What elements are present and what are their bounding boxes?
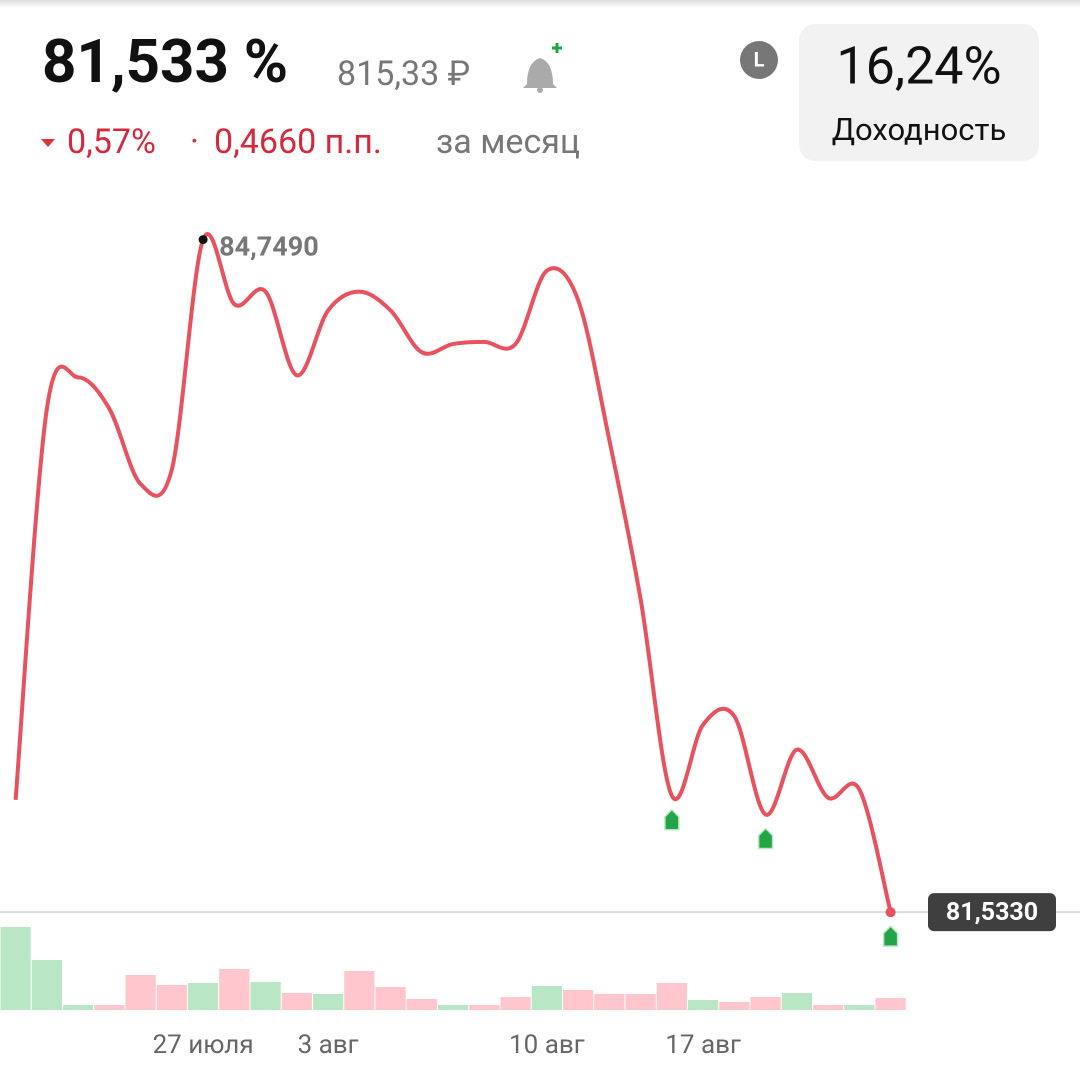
period: за месяц — [436, 122, 580, 162]
last-point — [885, 907, 896, 918]
last-value-label: 81,5330 — [946, 898, 1038, 927]
volume-bar — [62, 1005, 94, 1010]
volume-bar — [219, 969, 250, 1010]
volume-bar — [437, 1005, 469, 1010]
max-point — [198, 235, 208, 245]
price-rub: 815,33 ₽ — [337, 54, 470, 94]
badge: L — [754, 47, 765, 71]
volume-bar — [375, 987, 406, 1010]
volume-bar — [781, 993, 812, 1010]
event-marker — [664, 808, 680, 831]
max-value-label: 84,7490 — [219, 231, 319, 263]
volume-bar — [812, 1005, 844, 1010]
volume-bar — [500, 997, 531, 1010]
volume-bar — [531, 986, 562, 1010]
volume-bar — [750, 997, 781, 1010]
volume-bar — [562, 990, 594, 1010]
volume-bar — [719, 1002, 750, 1010]
volume-bar — [250, 982, 281, 1010]
volume-bar — [281, 993, 312, 1010]
volume-bar — [312, 994, 344, 1010]
volume-bar — [594, 994, 625, 1010]
yield-box[interactable] — [799, 24, 1039, 161]
x-tick-label: 3 авг — [298, 1030, 359, 1060]
volume-bar — [469, 1005, 500, 1010]
volume-bar — [94, 1005, 125, 1010]
price-line — [13, 232, 893, 913]
volume-bar — [31, 960, 62, 1010]
last-label-box — [928, 893, 1056, 932]
change-pct: 0,57% — [67, 122, 156, 162]
volume-bar — [875, 998, 906, 1010]
price: 81,533 % — [42, 26, 288, 97]
volume-bar — [344, 971, 375, 1010]
x-tick-label: 27 июля — [153, 1030, 254, 1060]
bell-plus — [552, 43, 562, 53]
bell — [523, 58, 557, 88]
yield-value: 16,24% — [836, 36, 1001, 97]
yield-label: Доходность — [832, 111, 1007, 148]
badge-circle — [740, 41, 778, 79]
volume-bar — [625, 994, 656, 1010]
volume-bar — [125, 975, 156, 1010]
volume-bar — [844, 1005, 875, 1010]
bell-clapper — [537, 87, 543, 93]
down-triangle — [41, 139, 55, 147]
x-tick-label: 17 авг — [665, 1030, 741, 1060]
volume-bar — [656, 983, 687, 1010]
x-tick-label: 10 авг — [509, 1030, 585, 1060]
event-marker — [757, 827, 774, 850]
volume-bar — [156, 985, 187, 1010]
bell-icon[interactable] — [523, 43, 562, 93]
volume-bar — [406, 999, 437, 1010]
event-marker — [882, 925, 899, 947]
separator: · — [190, 122, 199, 162]
change-pp: 0,4660 п.п. — [214, 122, 382, 162]
volume-bar — [687, 1000, 719, 1010]
top-shadow — [0, 0, 1080, 8]
volume-bar — [0, 927, 31, 1010]
volume-bar — [187, 983, 219, 1010]
